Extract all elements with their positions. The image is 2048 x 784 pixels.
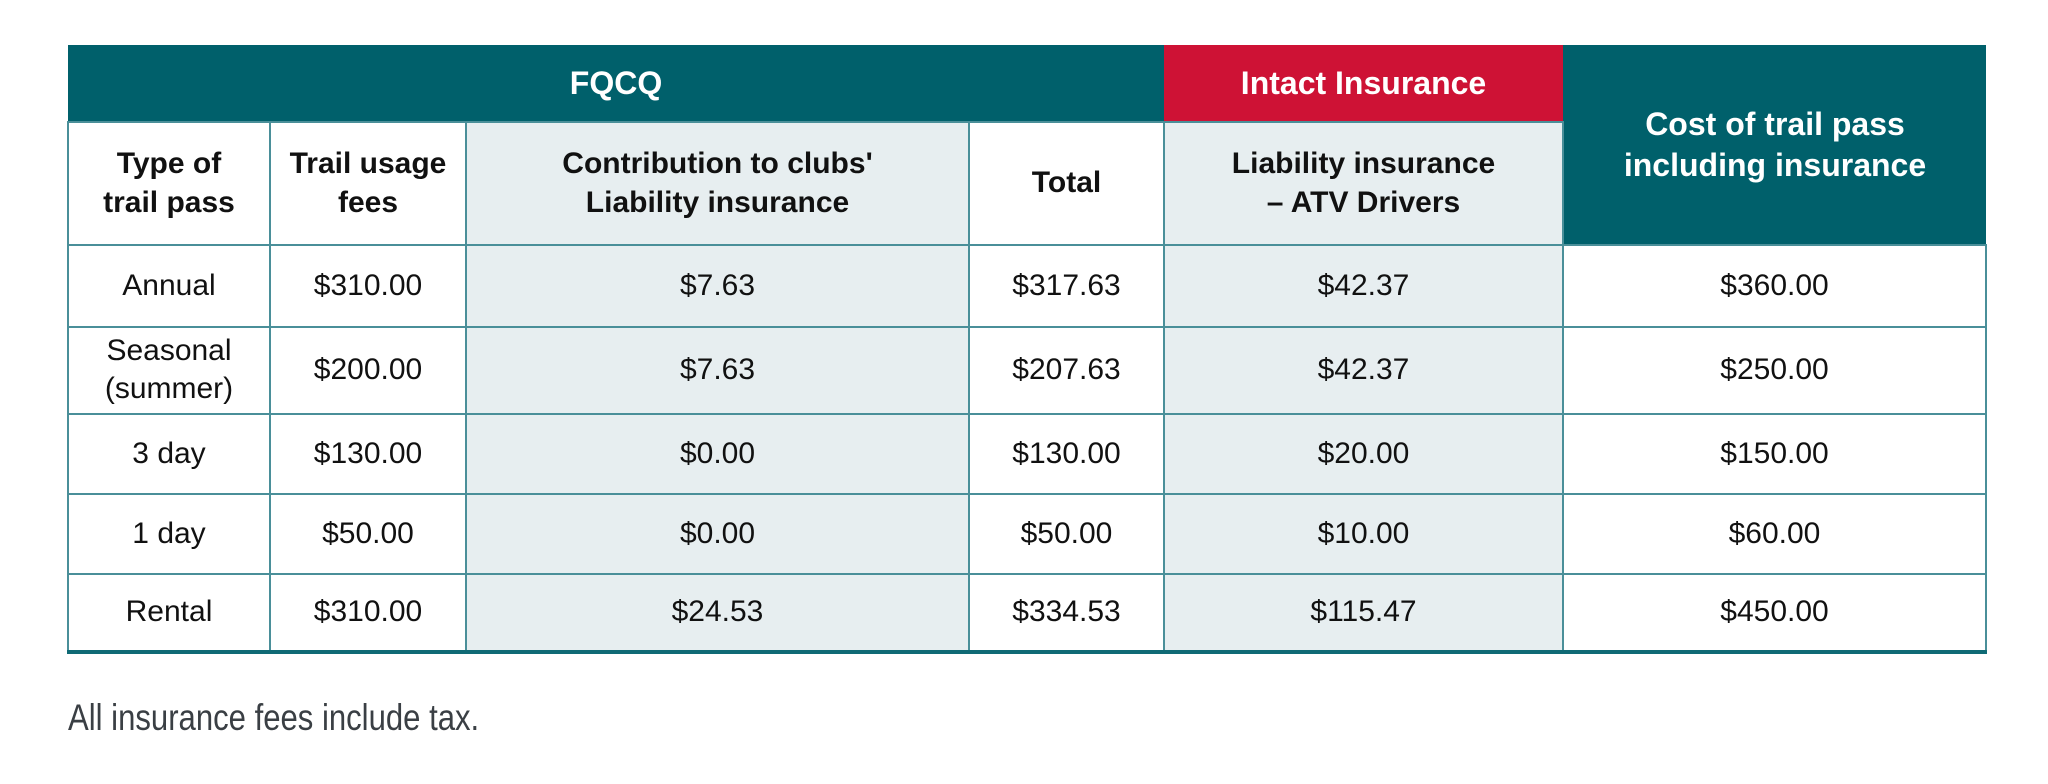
cell-liability-insurance: $20.00: [1163, 412, 1564, 495]
cell-total: $317.63: [968, 244, 1165, 328]
group-header-row: FQCQ Intact Insurance Cost of trail pass…: [68, 45, 1986, 245]
col-header-total: Total: [968, 121, 1165, 246]
cell-pass-type: Annual: [67, 244, 271, 328]
table-row-3-day: 3 day $130.00 $0.00 $130.00 $20.00 $150.…: [67, 412, 1987, 495]
cell-pass-type: Rental: [67, 572, 271, 654]
cell-trail-usage-fee: $50.00: [269, 492, 467, 575]
column-header-row: Type of trail pass Trail usage fees Cont…: [67, 121, 1986, 246]
cell-contribution: $0.00: [465, 412, 970, 495]
cell-liability-insurance: $42.37: [1163, 244, 1564, 328]
col-header-trail-usage-fees: Trail usage fees: [269, 121, 467, 246]
cell-pass-type: 1 day: [67, 492, 271, 575]
cell-trail-usage-fee: $200.00: [269, 326, 467, 415]
table-row-annual: Annual $310.00 $7.63 $317.63 $42.37 $360…: [67, 244, 1987, 328]
cell-cost-including-insurance: $250.00: [1562, 326, 1987, 415]
cell-liability-insurance: $115.47: [1163, 572, 1564, 654]
col-header-type-of-trail-pass: Type of trail pass: [67, 121, 271, 246]
cell-liability-insurance: $10.00: [1163, 492, 1564, 575]
cell-contribution: $24.53: [465, 572, 970, 654]
table-row-rental: Rental $310.00 $24.53 $334.53 $115.47 $4…: [67, 572, 1987, 654]
cell-trail-usage-fee: $310.00: [269, 572, 467, 654]
cell-cost-including-insurance: $360.00: [1562, 244, 1987, 328]
cell-total: $50.00: [968, 492, 1165, 575]
cell-cost-including-insurance: $450.00: [1562, 572, 1987, 654]
cell-pass-type: 3 day: [67, 412, 271, 495]
cell-cost-including-insurance: $150.00: [1562, 412, 1987, 495]
table-row-1-day: 1 day $50.00 $0.00 $50.00 $10.00 $60.00: [67, 492, 1987, 575]
cell-liability-insurance: $42.37: [1163, 326, 1564, 415]
cell-total: $207.63: [968, 326, 1165, 415]
cell-trail-usage-fee: $310.00: [269, 244, 467, 328]
trail-pass-fee-table-container: FQCQ Intact Insurance Cost of trail pass…: [67, 45, 1987, 654]
cell-total: $334.53: [968, 572, 1165, 654]
trail-pass-fee-table: FQCQ Intact Insurance Cost of trail pass…: [67, 45, 1987, 654]
cell-trail-usage-fee: $130.00: [269, 412, 467, 495]
footnote: All insurance fees include tax.: [68, 697, 480, 738]
cell-contribution: $0.00: [465, 492, 970, 575]
col-header-liability-atv-drivers: Liability insurance – ATV Drivers: [1163, 121, 1564, 246]
cell-contribution: $7.63: [465, 244, 970, 328]
table-row-seasonal-summer: Seasonal (summer) $200.00 $7.63 $207.63 …: [67, 326, 1987, 415]
group-header-intact-insurance: Intact Insurance: [1164, 45, 1563, 122]
group-header-fqcq: FQCQ: [68, 45, 1164, 122]
cell-total: $130.00: [968, 412, 1165, 495]
cell-cost-including-insurance: $60.00: [1562, 492, 1987, 575]
col-header-contribution-liability: Contribution to clubs' Liability insuran…: [465, 121, 970, 246]
group-header-cost-including-insurance: Cost of trail pass including insurance: [1563, 45, 1986, 245]
cell-contribution: $7.63: [465, 326, 970, 415]
cell-pass-type: Seasonal (summer): [67, 326, 271, 415]
